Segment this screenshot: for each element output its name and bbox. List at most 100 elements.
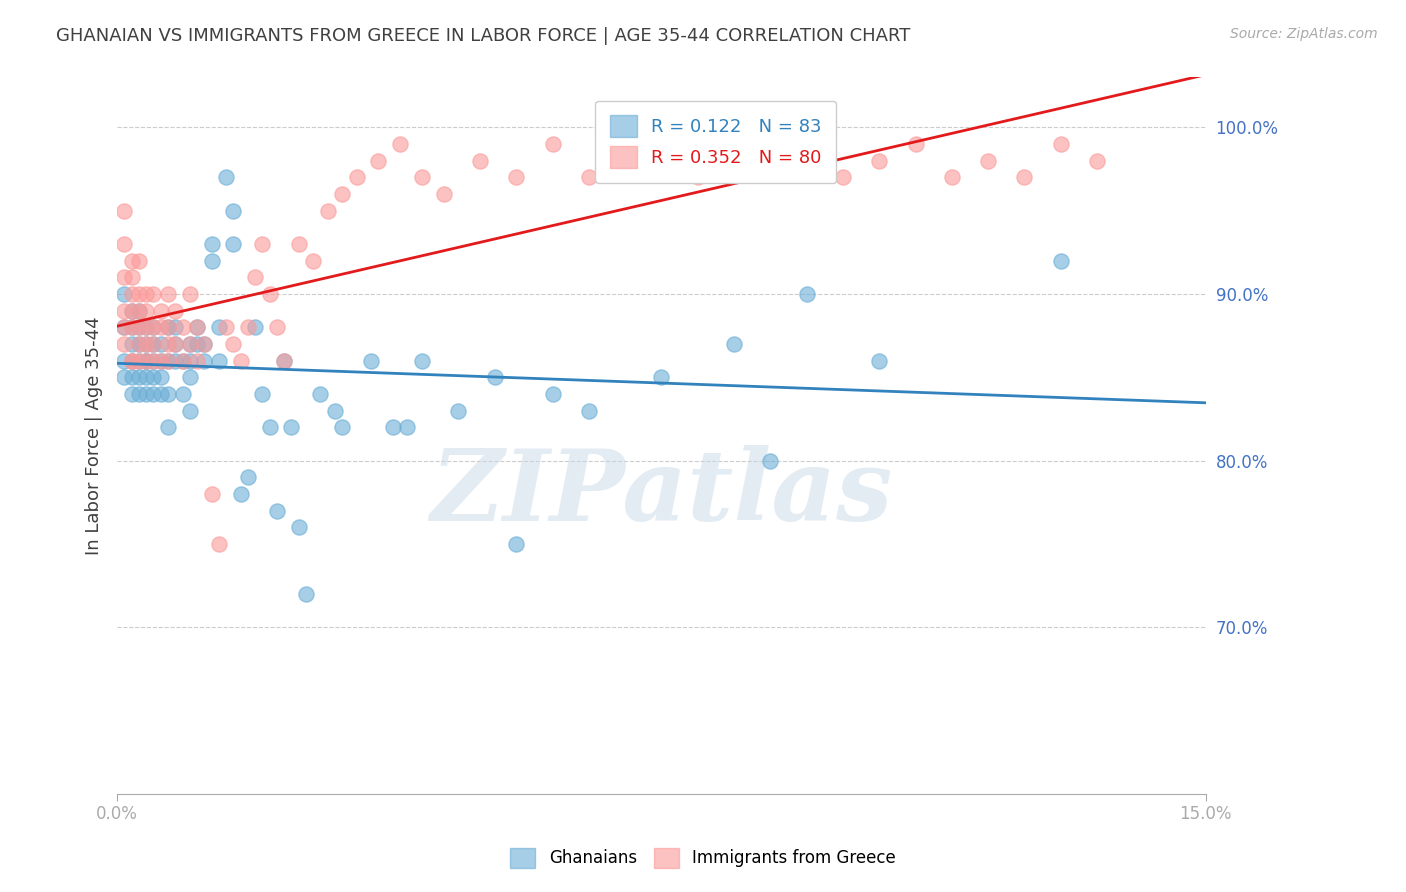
Immigrants from Greece bbox=[114, 203, 136, 218]
Ghanaians bbox=[179, 403, 201, 417]
Ghanaians bbox=[156, 320, 179, 334]
Ghanaians bbox=[541, 387, 564, 401]
Immigrants from Greece bbox=[411, 170, 433, 185]
Immigrants from Greece bbox=[433, 187, 456, 202]
Ghanaians bbox=[128, 337, 150, 351]
Ghanaians bbox=[142, 337, 165, 351]
Ghanaians bbox=[447, 403, 470, 417]
Immigrants from Greece bbox=[273, 353, 295, 368]
Ghanaians bbox=[121, 303, 143, 318]
Immigrants from Greece bbox=[142, 287, 165, 301]
Immigrants from Greece bbox=[208, 537, 231, 551]
Ghanaians bbox=[330, 420, 353, 434]
Ghanaians bbox=[142, 370, 165, 384]
Ghanaians bbox=[135, 320, 157, 334]
Ghanaians bbox=[114, 370, 136, 384]
Immigrants from Greece bbox=[135, 353, 157, 368]
Immigrants from Greece bbox=[172, 320, 194, 334]
Immigrants from Greece bbox=[149, 320, 172, 334]
Immigrants from Greece bbox=[121, 253, 143, 268]
Ghanaians bbox=[121, 337, 143, 351]
Immigrants from Greece bbox=[142, 353, 165, 368]
Immigrants from Greece bbox=[686, 170, 709, 185]
Ghanaians bbox=[172, 353, 194, 368]
Immigrants from Greece bbox=[316, 203, 339, 218]
Immigrants from Greece bbox=[114, 303, 136, 318]
Immigrants from Greece bbox=[628, 153, 651, 168]
Immigrants from Greece bbox=[505, 170, 527, 185]
Immigrants from Greece bbox=[156, 353, 179, 368]
Immigrants from Greece bbox=[186, 320, 208, 334]
Ghanaians bbox=[236, 470, 259, 484]
Ghanaians bbox=[309, 387, 332, 401]
Immigrants from Greece bbox=[193, 337, 215, 351]
Ghanaians bbox=[323, 403, 346, 417]
Immigrants from Greece bbox=[114, 320, 136, 334]
Ghanaians bbox=[128, 303, 150, 318]
Text: Source: ZipAtlas.com: Source: ZipAtlas.com bbox=[1230, 27, 1378, 41]
Immigrants from Greece bbox=[222, 337, 245, 351]
Immigrants from Greece bbox=[121, 353, 143, 368]
Ghanaians bbox=[156, 353, 179, 368]
Immigrants from Greece bbox=[200, 487, 222, 501]
Immigrants from Greece bbox=[1014, 170, 1036, 185]
Ghanaians bbox=[149, 353, 172, 368]
Immigrants from Greece bbox=[142, 320, 165, 334]
Ghanaians bbox=[259, 420, 281, 434]
Ghanaians bbox=[280, 420, 302, 434]
Ghanaians bbox=[135, 353, 157, 368]
Ghanaians bbox=[121, 387, 143, 401]
Ghanaians bbox=[165, 353, 187, 368]
Ghanaians bbox=[114, 320, 136, 334]
Immigrants from Greece bbox=[165, 303, 187, 318]
Ghanaians bbox=[128, 370, 150, 384]
Immigrants from Greece bbox=[259, 287, 281, 301]
Ghanaians bbox=[1049, 253, 1071, 268]
Immigrants from Greece bbox=[179, 287, 201, 301]
Ghanaians bbox=[222, 237, 245, 252]
Immigrants from Greece bbox=[172, 353, 194, 368]
Ghanaians bbox=[172, 387, 194, 401]
Immigrants from Greece bbox=[186, 353, 208, 368]
Ghanaians bbox=[273, 353, 295, 368]
Immigrants from Greece bbox=[1049, 137, 1071, 152]
Immigrants from Greece bbox=[179, 337, 201, 351]
Immigrants from Greece bbox=[165, 337, 187, 351]
Immigrants from Greece bbox=[128, 353, 150, 368]
Ghanaians bbox=[222, 203, 245, 218]
Ghanaians bbox=[135, 337, 157, 351]
Ghanaians bbox=[165, 337, 187, 351]
Immigrants from Greece bbox=[243, 270, 266, 285]
Ghanaians bbox=[266, 503, 288, 517]
Immigrants from Greece bbox=[578, 170, 600, 185]
Immigrants from Greece bbox=[287, 237, 309, 252]
Legend: R = 0.122   N = 83, R = 0.352   N = 80: R = 0.122 N = 83, R = 0.352 N = 80 bbox=[596, 101, 837, 183]
Immigrants from Greece bbox=[135, 303, 157, 318]
Ghanaians bbox=[215, 170, 238, 185]
Immigrants from Greece bbox=[236, 320, 259, 334]
Immigrants from Greece bbox=[468, 153, 491, 168]
Ghanaians bbox=[128, 387, 150, 401]
Ghanaians bbox=[295, 587, 318, 601]
Ghanaians bbox=[252, 387, 274, 401]
Immigrants from Greece bbox=[832, 170, 855, 185]
Ghanaians bbox=[200, 237, 222, 252]
Immigrants from Greece bbox=[156, 320, 179, 334]
Immigrants from Greece bbox=[142, 337, 165, 351]
Immigrants from Greece bbox=[114, 337, 136, 351]
Immigrants from Greece bbox=[114, 237, 136, 252]
Ghanaians bbox=[186, 320, 208, 334]
Immigrants from Greece bbox=[149, 303, 172, 318]
Immigrants from Greece bbox=[977, 153, 1000, 168]
Legend: Ghanaians, Immigrants from Greece: Ghanaians, Immigrants from Greece bbox=[503, 841, 903, 875]
Ghanaians bbox=[114, 287, 136, 301]
Ghanaians bbox=[179, 353, 201, 368]
Immigrants from Greece bbox=[1085, 153, 1108, 168]
Ghanaians bbox=[142, 387, 165, 401]
Ghanaians bbox=[208, 353, 231, 368]
Immigrants from Greece bbox=[128, 320, 150, 334]
Ghanaians bbox=[723, 337, 745, 351]
Immigrants from Greece bbox=[128, 303, 150, 318]
Ghanaians bbox=[186, 337, 208, 351]
Ghanaians bbox=[868, 353, 890, 368]
